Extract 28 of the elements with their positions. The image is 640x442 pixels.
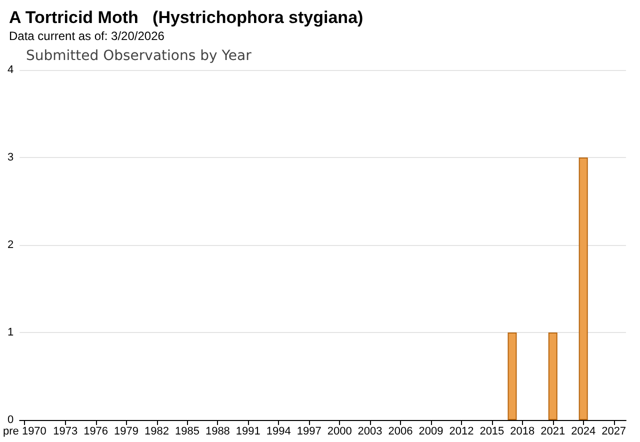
x-tick-label: 2009 bbox=[418, 426, 444, 438]
x-tick-label: 1991 bbox=[236, 426, 260, 438]
text: Submitted Observations by Year bbox=[26, 48, 252, 64]
x-tick-label: 1988 bbox=[205, 426, 230, 438]
x-tick-label: 1994 bbox=[266, 426, 291, 438]
x-tick-label: 1976 bbox=[84, 426, 108, 438]
x-tick-label: pre 1970 bbox=[2, 426, 46, 438]
x-tick-label: 1997 bbox=[296, 426, 322, 438]
y-tick-label: 3 bbox=[8, 152, 14, 164]
x-tick-label: 1973 bbox=[53, 426, 78, 438]
x-tick-label: 2000 bbox=[327, 426, 352, 438]
x-tick-label: 1985 bbox=[174, 426, 200, 438]
y-tick-label: 0 bbox=[8, 414, 14, 426]
x-tick-label: 1982 bbox=[144, 426, 169, 438]
x-tick-label: 2003 bbox=[358, 426, 382, 438]
y-tick-label: 4 bbox=[8, 64, 14, 76]
x-tick-label: 2006 bbox=[388, 426, 413, 438]
y-tick-label: 1 bbox=[8, 326, 14, 338]
y-tick-label: 2 bbox=[8, 239, 14, 251]
x-tick-label: 2015 bbox=[480, 426, 504, 438]
chart-title: A Tortricid Moth (Hystrichophora stygiana) bbox=[9, 8, 364, 27]
x-tick-label: 2012 bbox=[449, 426, 474, 438]
x-tick-label: 1979 bbox=[114, 426, 139, 438]
x-tick-label: 2024 bbox=[571, 426, 596, 438]
chart-subtitle: Data current as of: 3/20/2026 bbox=[9, 29, 165, 43]
x-tick-label: 2021 bbox=[540, 426, 566, 438]
x-tick-label: 2027 bbox=[602, 426, 626, 438]
x-tick-label: 2018 bbox=[510, 426, 535, 438]
